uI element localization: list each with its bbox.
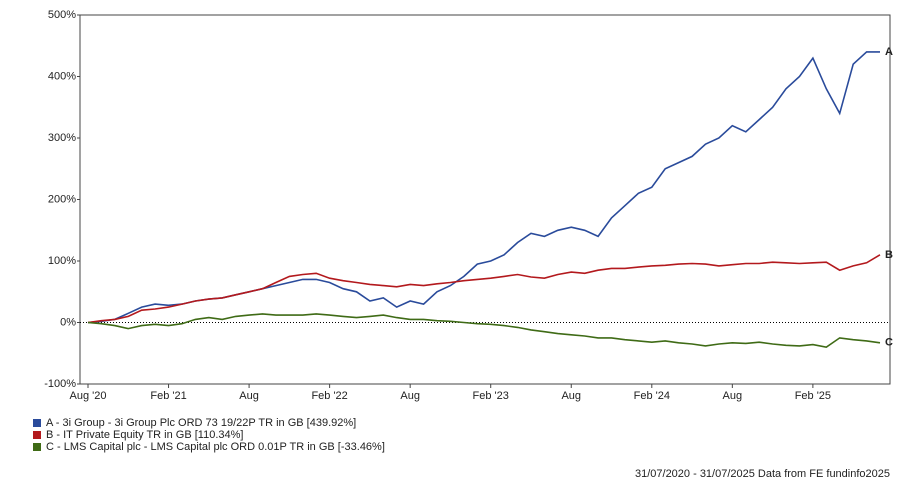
end-label: C [885, 337, 893, 349]
series-line [87, 254, 881, 324]
legend-label: C - LMS Capital plc - LMS Capital plc OR… [46, 441, 385, 453]
x-tick-label: Aug [723, 390, 743, 402]
end-label: B [885, 249, 893, 261]
plot-frame [79, 14, 891, 385]
x-tick-label: Aug [239, 390, 259, 402]
series-line [87, 313, 881, 348]
y-tick-label: 500% [48, 9, 76, 21]
x-tick-label: Feb '23 [473, 390, 509, 402]
y-tick-label: 300% [48, 132, 76, 144]
series-line [87, 51, 880, 324]
legend-swatch [33, 431, 41, 439]
y-tick-label: -100% [44, 378, 76, 390]
x-tick-label: Aug '20 [70, 390, 107, 402]
footer: 31/07/2020 - 31/07/2025 Data from FE fun… [635, 468, 890, 480]
y-tick-label: 400% [48, 70, 76, 82]
y-tick-label: 0% [60, 316, 76, 328]
x-tick-label: Feb '22 [311, 390, 347, 402]
y-tick-label: 100% [48, 255, 76, 267]
x-tick-label: Feb '21 [150, 390, 186, 402]
y-tick-label: 200% [48, 193, 76, 205]
legend-label: B - IT Private Equity TR in GB [110.34%] [46, 429, 243, 441]
x-tick-label: Aug [400, 390, 420, 402]
end-label: A [885, 46, 893, 58]
x-tick-label: Aug [561, 390, 581, 402]
legend-label: A - 3i Group - 3i Group Plc ORD 73 19/22… [46, 417, 356, 429]
legend-swatch [33, 419, 41, 427]
legend-swatch [33, 443, 41, 451]
x-tick-label: Feb '25 [795, 390, 831, 402]
x-tick-label: Feb '24 [634, 390, 670, 402]
